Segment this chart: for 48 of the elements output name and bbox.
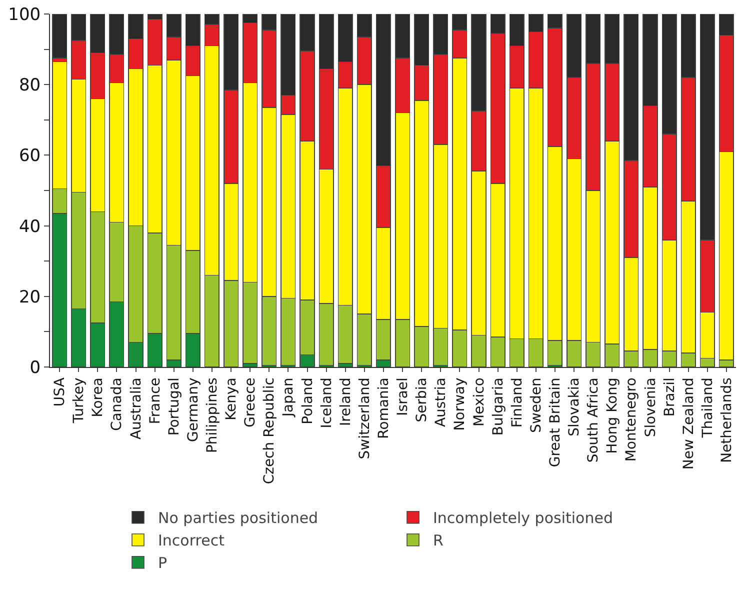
y-tick-label: 60 — [18, 146, 41, 166]
y-tick-label: 80 — [18, 76, 41, 96]
x-tick-label: Montenegro — [624, 378, 640, 462]
x-tick-label: New Zealand — [680, 378, 697, 470]
legend-label: Incompletely positioned — [433, 509, 613, 528]
y-tick-label: 100 — [8, 4, 41, 25]
y-tick-label: 20 — [18, 287, 41, 308]
bar — [52, 14, 68, 59]
x-tick-label: Kenya — [224, 378, 240, 420]
x-tick-label: Romania — [376, 378, 392, 439]
x-tick-label: Ireland — [338, 378, 354, 426]
legend-label: Incorrect — [158, 532, 225, 550]
x-tick-label: Finland — [509, 378, 526, 428]
x-tick-label: Portugal — [166, 378, 182, 436]
x-tick-label: South Africa — [586, 378, 602, 463]
x-tick-label: Serbia — [414, 378, 430, 422]
x-tick-label: Turkey — [71, 378, 88, 424]
x-tick-label: Czech Republic — [262, 378, 278, 484]
legend-label: P — [158, 554, 168, 572]
x-tick-label: Austria — [433, 378, 450, 428]
x-tick-label: Philippines — [204, 378, 221, 454]
x-tick-label: Australia — [128, 378, 144, 440]
x-tick-label: Thailand — [700, 378, 716, 439]
x-tick-label: France — [147, 378, 164, 424]
x-tick-label: Greece — [242, 378, 259, 428]
y-tick-label: 0 — [30, 358, 41, 378]
x-tick-label: Brazil — [662, 378, 678, 417]
x-tick-label: Mexico — [471, 378, 488, 426]
x-tick-label: Germany — [185, 378, 202, 442]
x-tick-label: Great Britain — [548, 378, 564, 468]
x-tick-label: Netherlands — [719, 378, 736, 463]
x-tick-label: Sweden — [528, 378, 544, 433]
x-tick-label: Slovakia — [566, 378, 583, 436]
x-tick-label: Norway — [452, 378, 468, 431]
x-tick-label: Korea — [90, 378, 106, 418]
x-tick-label: Slovenia — [642, 378, 659, 438]
x-tick-label: Hong Kong — [604, 378, 621, 454]
x-tick-label: Israel — [395, 378, 412, 416]
x-tick-label: Bulgaria — [490, 378, 506, 436]
x-tick-label: Poland — [300, 378, 316, 424]
x-tick-label: Canada — [109, 378, 126, 431]
legend-label: R — [433, 532, 444, 550]
x-tick-label: USA — [52, 377, 68, 407]
x-tick-label: Japan — [280, 378, 297, 418]
x-tick-label: Switzerland — [356, 378, 373, 460]
y-tick-label: 40 — [18, 216, 41, 237]
x-tick-label: Iceland — [318, 378, 335, 428]
legend-label: No parties positioned — [158, 509, 318, 528]
